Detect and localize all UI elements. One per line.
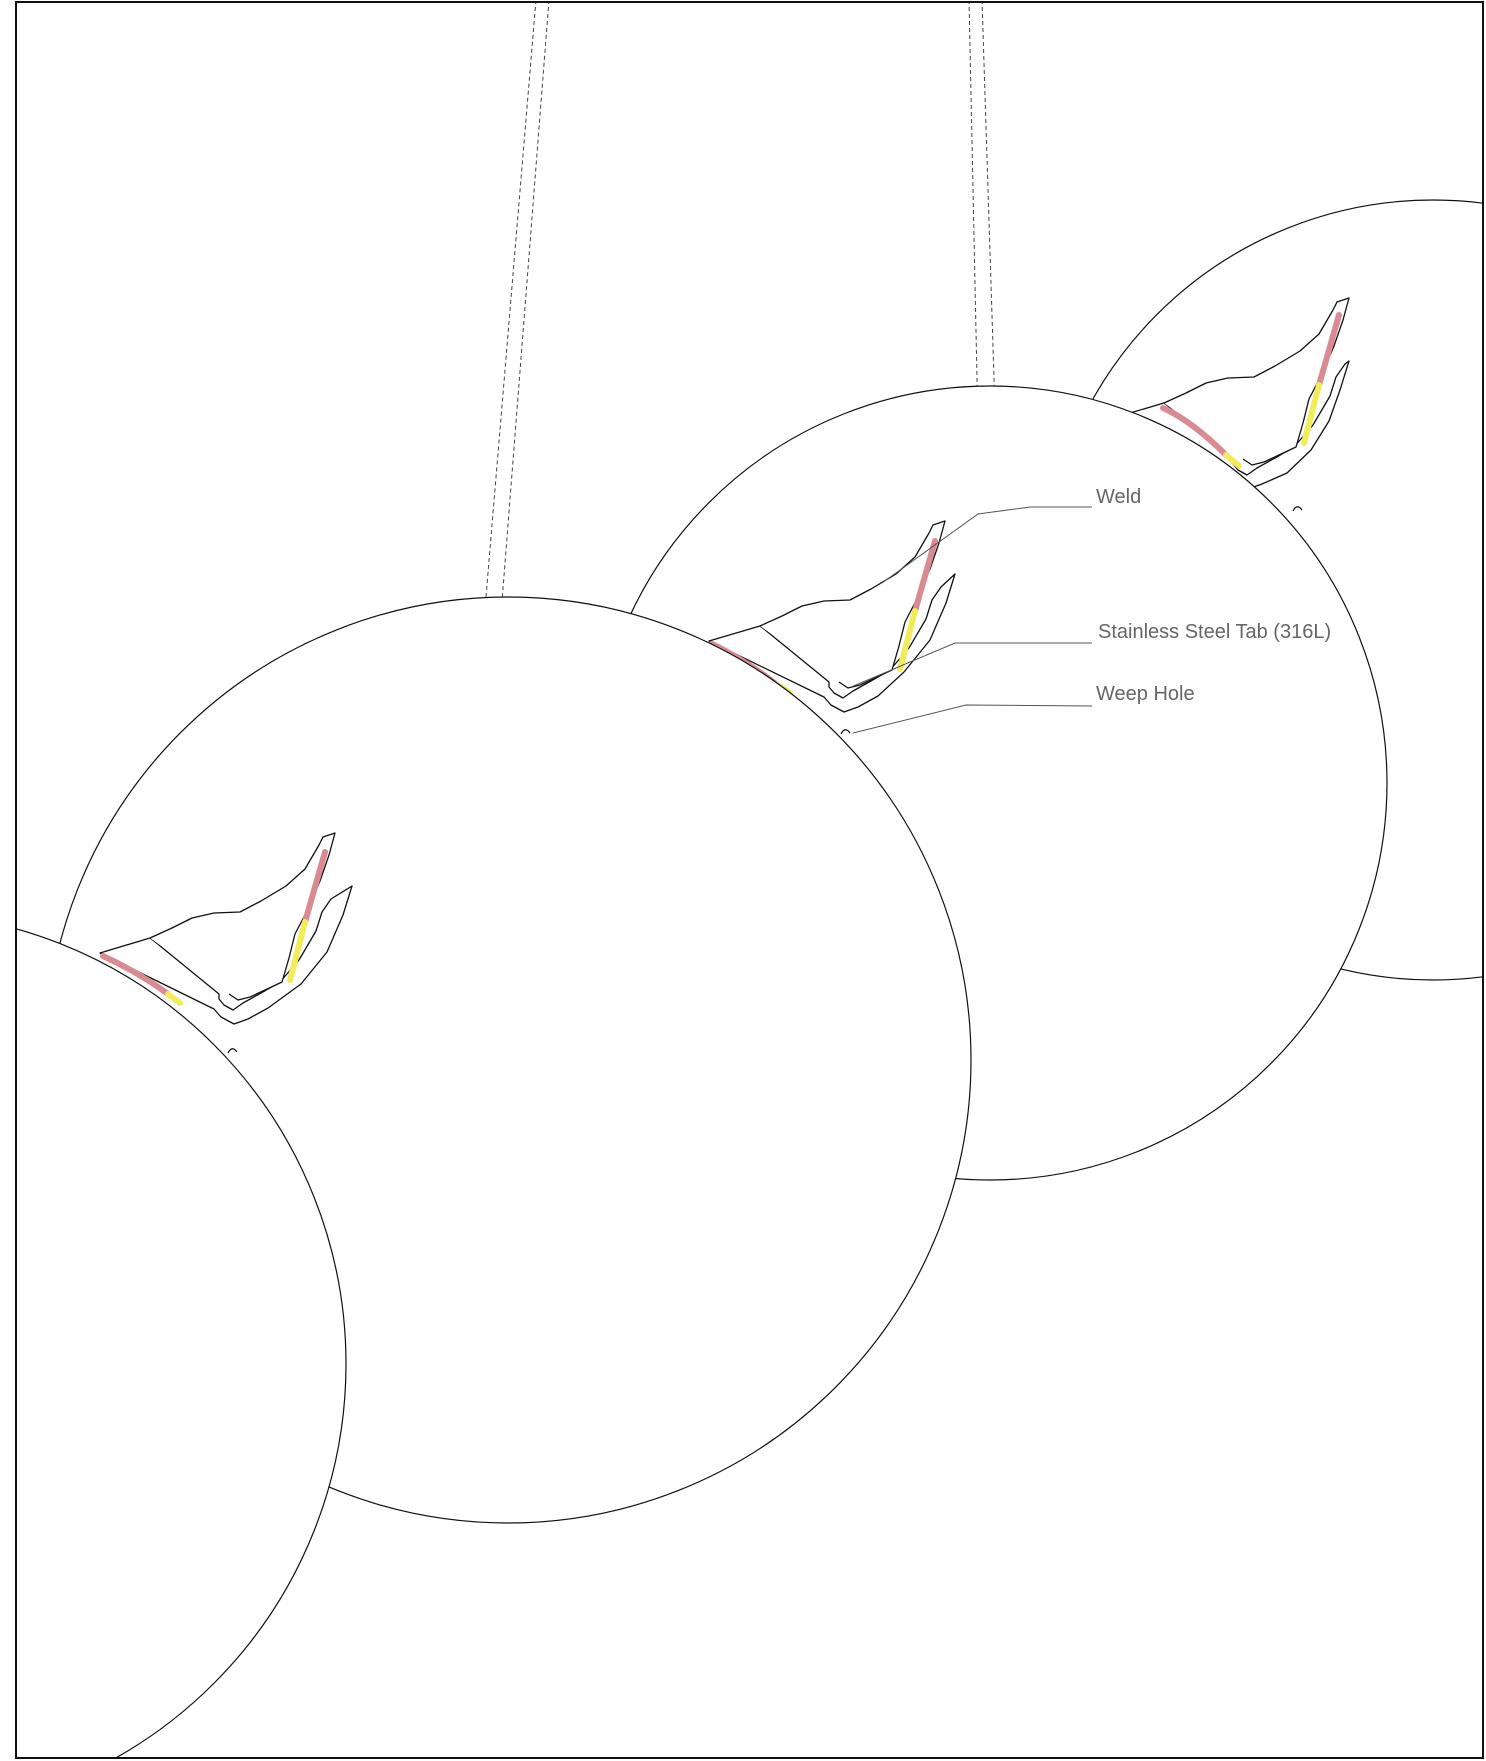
tab-callout-label: Stainless Steel Tab (316L): [1098, 621, 1331, 643]
weep-hole-callout-label: Weep Hole: [1096, 683, 1195, 705]
tab-assembly-far-right: [1112, 297, 1350, 512]
disc-front-left: [16, 928, 347, 1758]
weld-leader: [881, 506, 1092, 584]
weep-hole-leader: [852, 704, 1093, 734]
tab-leader: [850, 642, 1092, 688]
weld-callout-label: Weld: [1096, 486, 1141, 508]
tab-assembly-front-center: [99, 832, 353, 1054]
drawing-frame: [15, 1, 1484, 1759]
